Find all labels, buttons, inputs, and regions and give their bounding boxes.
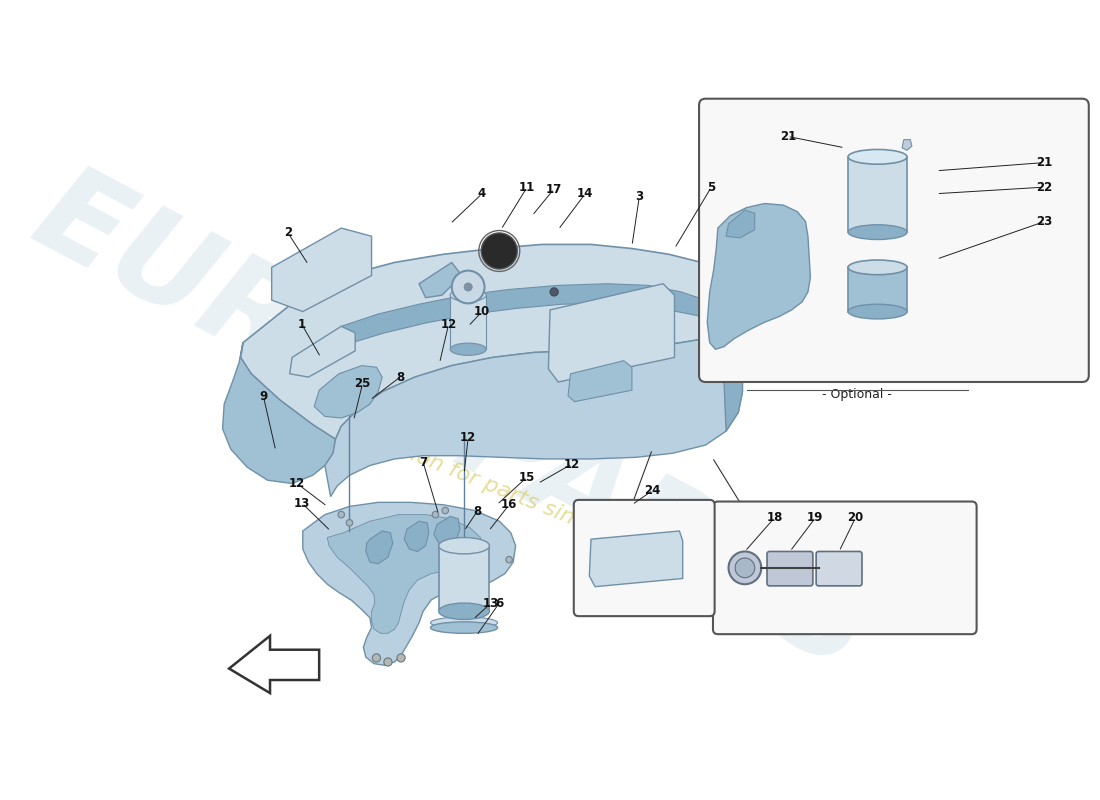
Circle shape [506,556,513,563]
Text: - Optional -: - Optional - [822,388,892,401]
Polygon shape [439,546,490,611]
Polygon shape [568,361,631,402]
Circle shape [482,233,517,269]
Polygon shape [405,521,429,551]
Text: 18: 18 [767,511,782,525]
Text: a passion for parts since 1985: a passion for parts since 1985 [341,418,661,562]
Circle shape [735,558,755,578]
Text: 5: 5 [707,181,715,194]
Circle shape [550,288,558,296]
Polygon shape [848,267,908,311]
Text: 1: 1 [297,318,306,331]
Text: 23: 23 [1036,215,1053,228]
Text: 24: 24 [645,484,661,497]
Text: 17: 17 [546,182,562,195]
Polygon shape [241,245,730,439]
Polygon shape [450,295,486,350]
FancyBboxPatch shape [816,551,862,586]
Polygon shape [549,284,674,382]
Text: 10: 10 [473,305,490,318]
Polygon shape [433,516,460,547]
Polygon shape [222,342,336,483]
Text: 12: 12 [440,318,456,331]
Ellipse shape [848,225,908,239]
Circle shape [432,511,439,518]
Text: 14: 14 [578,187,593,200]
Ellipse shape [848,260,908,274]
Ellipse shape [450,289,486,302]
Text: 11: 11 [518,181,535,194]
Polygon shape [324,318,742,497]
Ellipse shape [430,622,497,634]
FancyBboxPatch shape [713,502,977,634]
Text: 6: 6 [496,597,504,610]
Text: 16: 16 [500,498,517,511]
Circle shape [346,519,353,526]
Polygon shape [289,326,355,377]
Polygon shape [590,531,683,586]
Circle shape [373,654,381,662]
Ellipse shape [439,603,490,619]
Ellipse shape [430,617,497,629]
Text: 12: 12 [563,458,580,470]
Circle shape [452,270,484,303]
Text: 15: 15 [518,470,535,484]
Ellipse shape [848,150,908,164]
Polygon shape [366,531,393,564]
Text: 21: 21 [780,130,796,143]
Text: 22: 22 [1036,181,1053,194]
Text: 12: 12 [460,431,476,445]
Polygon shape [336,284,714,351]
Circle shape [397,654,405,662]
Text: 4: 4 [477,187,486,200]
Polygon shape [328,514,483,634]
Text: 7: 7 [419,456,427,469]
Circle shape [338,511,344,518]
Text: 8: 8 [396,370,405,383]
Text: 13: 13 [294,497,310,510]
Polygon shape [707,203,811,350]
Text: 12: 12 [289,478,305,490]
Text: 3: 3 [635,190,643,203]
Polygon shape [419,262,462,298]
Circle shape [464,283,472,291]
Text: 13: 13 [483,597,498,610]
Circle shape [442,507,449,514]
Text: 9: 9 [260,390,267,403]
Polygon shape [315,366,382,418]
Text: 25: 25 [354,377,371,390]
FancyBboxPatch shape [767,551,813,586]
Text: 20: 20 [847,511,864,525]
Polygon shape [272,228,372,311]
Polygon shape [726,210,755,238]
Text: 2: 2 [284,226,293,239]
Ellipse shape [450,343,486,355]
Polygon shape [722,275,742,431]
Text: 19: 19 [806,511,823,525]
FancyBboxPatch shape [574,500,715,616]
Polygon shape [302,502,516,666]
Circle shape [384,658,392,666]
Text: 21: 21 [1036,156,1053,170]
Text: EUROSPARES: EUROSPARES [14,154,890,696]
Circle shape [728,551,761,584]
FancyBboxPatch shape [700,98,1089,382]
Polygon shape [848,157,908,232]
Ellipse shape [439,538,490,554]
Ellipse shape [848,304,908,319]
Polygon shape [229,636,319,693]
Polygon shape [902,140,912,150]
Text: 8: 8 [473,505,482,518]
